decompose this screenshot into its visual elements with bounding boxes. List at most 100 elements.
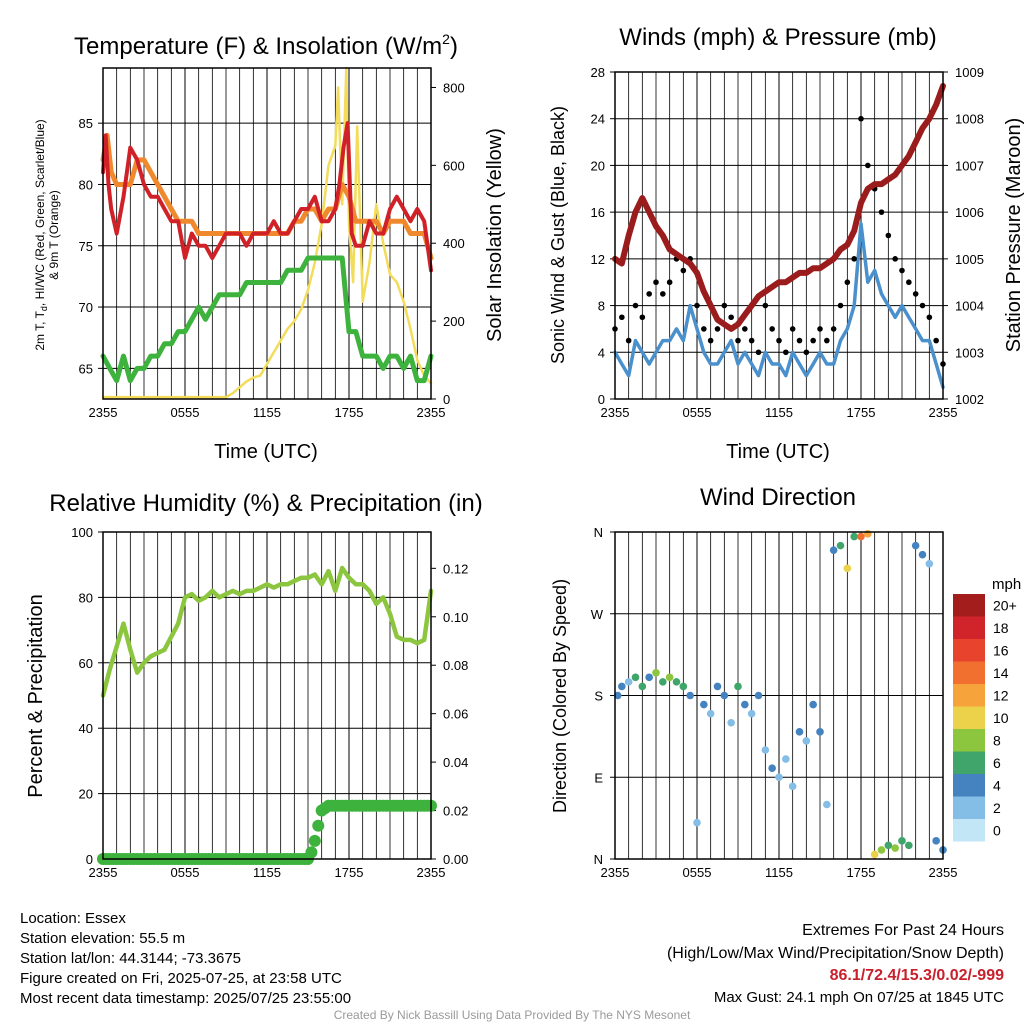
wind-direction-point — [761, 746, 770, 754]
temp-frame — [102, 67, 432, 400]
rh-y2-tick-label: 0.02 — [443, 804, 468, 819]
temp-panel-title: Temperature (F) & Insolation (W/m2) — [74, 31, 458, 60]
gust-point — [912, 291, 919, 297]
gust-point — [810, 337, 816, 344]
dir-frame — [614, 531, 944, 860]
legend-swatch — [953, 819, 985, 842]
temp-y2-tick-label: 600 — [443, 158, 465, 173]
wind-direction-point — [782, 755, 790, 763]
wind-direction-point — [843, 564, 852, 573]
wind-y2-tick-label: 1006 — [955, 205, 984, 220]
legend-label: 18 — [993, 620, 1009, 636]
gust-point — [926, 314, 933, 321]
gust-point — [803, 349, 810, 356]
wind-direction-point — [932, 837, 940, 845]
wind-direction-point — [706, 709, 715, 718]
wind-direction-point — [918, 550, 927, 559]
gust-point — [844, 279, 851, 286]
text-layer: 2355 0555 1155 1755 235565707580850200400600… — [71, 65, 1016, 880]
dir-x-tick-label: 2355 — [929, 865, 958, 880]
wind-direction-point — [638, 682, 647, 691]
wind-y2-tick-label: 1005 — [955, 252, 984, 267]
wind-direction-point — [624, 678, 633, 686]
gust-point — [701, 326, 707, 332]
temp-right-axis-label: Solar Insolation (Yellow) — [484, 128, 506, 342]
gust-point — [748, 337, 755, 344]
wind-direction-point — [823, 800, 831, 809]
dir-x-tick-label: 1155 — [765, 865, 793, 880]
wind-direction-point — [795, 728, 804, 736]
gust-point — [837, 302, 844, 309]
wind-direction-point — [665, 673, 674, 682]
temp-y-tick-label: 70 — [79, 300, 93, 315]
rh-y-tick-label: 40 — [79, 721, 93, 736]
wind-y-tick-label: 4 — [598, 345, 605, 360]
wind-direction-point — [645, 673, 653, 682]
footer-latlon: Station lat/lon: 44.3144; -73.3675 — [20, 950, 241, 967]
legend-swatch — [953, 706, 985, 729]
credit-line: Created By Nick Bassill Using Data Provi… — [334, 1008, 691, 1022]
wind-direction-point — [734, 682, 742, 691]
gust-point — [796, 337, 803, 344]
temp-y2-tick-label: 800 — [443, 80, 465, 95]
gust-point — [878, 209, 885, 215]
gust-point — [858, 115, 864, 122]
footer-created: Figure created on Fri, 2025-07-25, at 23… — [20, 970, 342, 987]
gust-point — [742, 326, 748, 332]
dir-y-tick-label: N — [594, 525, 603, 540]
legend-label: 20+ — [993, 597, 1017, 613]
gust-point — [783, 349, 789, 356]
wind-direction-point — [802, 737, 811, 745]
legend-swatch — [953, 774, 985, 797]
rh-y-axis-label: Percent & Precipitation — [25, 594, 47, 797]
wind-x-axis-label: Time (UTC) — [726, 441, 830, 463]
temp-x-tick-label: 2355 — [89, 405, 118, 420]
rh-x-tick-label: 1155 — [253, 865, 281, 880]
legend-unit-label: mph — [992, 576, 1021, 593]
wind-y-tick-label: 20 — [591, 158, 605, 173]
gust-point — [619, 314, 625, 321]
footer-elevation: Station elevation: 55.5 m — [20, 930, 185, 947]
rh-x-tick-label: 0555 — [171, 865, 200, 880]
gust-point — [885, 232, 892, 239]
gust-point — [639, 314, 646, 321]
legend-label: 10 — [993, 710, 1009, 726]
wind-direction-point — [864, 530, 872, 538]
dir-y-tick-label: E — [594, 770, 603, 785]
gust-point — [789, 326, 796, 332]
rh-y-tick-label: 100 — [71, 525, 93, 540]
legend-swatch — [953, 594, 985, 617]
temp-y2-tick-label: 400 — [443, 236, 465, 251]
wind-y2-tick-label: 1008 — [955, 112, 984, 127]
extremes-values: 86.1/72.4/15.3/0.02/-999 — [830, 967, 1004, 984]
gust-point — [906, 279, 912, 286]
station-pressure-line — [612, 83, 946, 332]
extremes-subtitle: (High/Low/Max Wind/Precipitation/Snow De… — [667, 945, 1004, 962]
wind-direction-point — [809, 700, 817, 709]
footer-location: Location: Essex — [20, 910, 126, 927]
wind-y2-tick-label: 1002 — [955, 392, 984, 407]
wind-right-axis-label: Station Pressure (Maroon) — [1003, 118, 1024, 353]
gust-point — [830, 326, 837, 332]
wind-direction-point — [747, 709, 756, 718]
precipitation-point — [305, 846, 318, 859]
wind-direction-point — [754, 691, 763, 700]
rh-y-tick-label: 20 — [79, 787, 93, 802]
legend-label: 16 — [993, 642, 1009, 658]
wind-direction-point — [775, 773, 783, 782]
dir-x-tick-label: 2355 — [601, 865, 630, 880]
gust-point — [899, 267, 905, 274]
rh-y-tick-label: 0 — [86, 852, 93, 867]
wind-y2-tick-label: 1004 — [955, 299, 984, 314]
temp-y-tick-label: 65 — [79, 361, 93, 376]
wind-y-tick-label: 0 — [598, 392, 605, 407]
data-layer — [97, 66, 985, 865]
rh-y2-tick-label: 0.10 — [443, 610, 468, 625]
wind-direction-point — [877, 846, 886, 854]
wind-direction-point — [768, 764, 776, 772]
rh-y2-tick-label: 0.12 — [443, 561, 468, 576]
rh-frame — [102, 531, 432, 860]
gust-point — [728, 314, 734, 321]
temp-y-tick-label: 80 — [79, 177, 93, 192]
gust-point — [762, 302, 769, 309]
